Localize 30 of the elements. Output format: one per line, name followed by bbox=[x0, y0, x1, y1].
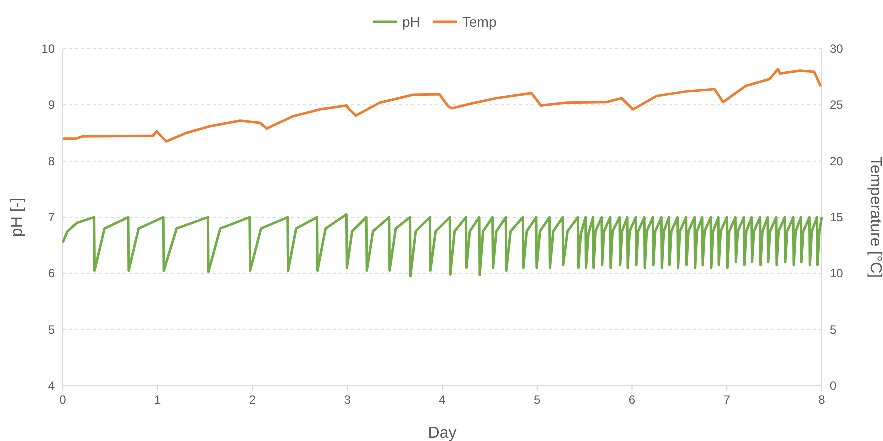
x-tick-label: 4 bbox=[439, 393, 446, 407]
y2-tick-label: 10 bbox=[830, 266, 844, 281]
line-series bbox=[62, 68, 822, 143]
x-tick-label: 5 bbox=[534, 393, 542, 407]
x-tick-label: 7 bbox=[724, 393, 731, 407]
y-tick-label: 4 bbox=[48, 379, 56, 393]
y2-tick-label: 30 bbox=[830, 42, 844, 56]
x-tick-label: 0 bbox=[60, 393, 67, 407]
y-tick-label: 6 bbox=[48, 266, 56, 281]
y2-tick-label: 5 bbox=[830, 322, 837, 337]
y-tick-label: 9 bbox=[48, 98, 56, 112]
x-tick-label: 2 bbox=[249, 393, 256, 407]
x-axis-title: Day bbox=[428, 425, 457, 441]
x-tick-label: 6 bbox=[628, 393, 636, 407]
y2-tick-label: 15 bbox=[830, 210, 844, 224]
y-axis-title: pH [-] bbox=[9, 198, 26, 238]
y-tick-label: 8 bbox=[48, 154, 56, 168]
y2-tick-label: 25 bbox=[830, 98, 844, 112]
legend-label: pH bbox=[402, 14, 420, 30]
line-series bbox=[62, 213, 824, 278]
y-tick-label: 10 bbox=[42, 42, 56, 56]
y2-tick-label: 20 bbox=[830, 154, 844, 168]
y-tick-label: 7 bbox=[48, 210, 56, 224]
x-tick-label: 1 bbox=[154, 393, 162, 407]
y2-tick-label: 0 bbox=[830, 379, 837, 393]
x-tick-label: 8 bbox=[818, 393, 826, 407]
legend-label: Temp bbox=[462, 14, 497, 30]
x-tick-label: 3 bbox=[344, 393, 352, 407]
y2-axis-title: Temperature [°C] bbox=[867, 156, 883, 278]
y-tick-label: 5 bbox=[48, 322, 56, 337]
